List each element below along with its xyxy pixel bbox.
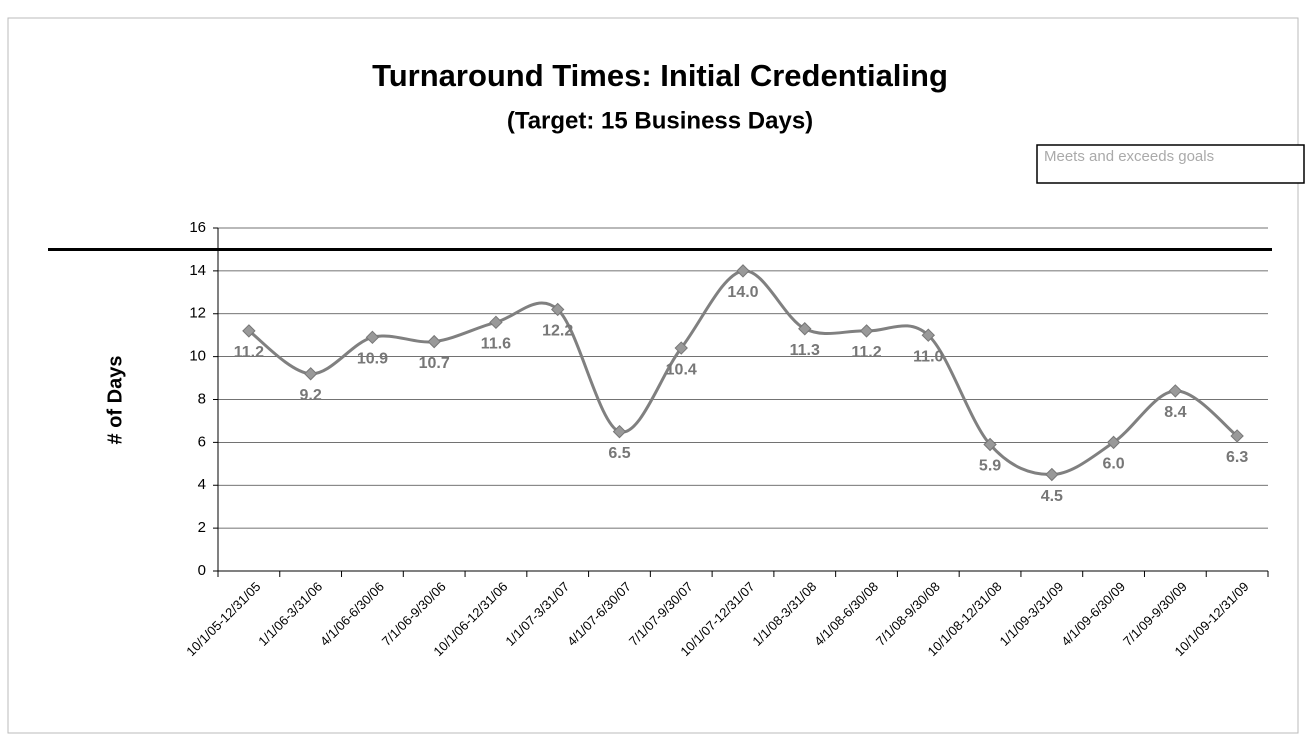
data-label: 10.9 [357, 351, 388, 368]
data-label: 12.2 [542, 323, 573, 340]
x-tick-label: 1/1/09-3/31/09 [996, 579, 1066, 649]
marker [612, 424, 627, 439]
data-label: 11.2 [234, 344, 264, 361]
marker [550, 302, 565, 317]
x-tick-label: 1/1/07-3/31/07 [502, 579, 572, 649]
data-label: 6.3 [1226, 449, 1248, 466]
marker [1106, 435, 1121, 450]
y-tick-label: 2 [198, 519, 206, 536]
marker [489, 315, 503, 330]
marker [1168, 384, 1183, 398]
marker [736, 264, 750, 278]
y-tick-label: 8 [198, 390, 206, 407]
data-label: 11.2 [851, 344, 881, 361]
data-label: 6.5 [608, 445, 630, 462]
annotation: Meets and exceeds goals [1044, 148, 1214, 165]
data-label: 11.6 [481, 336, 511, 353]
chart-title: Turnaround Times: Initial Credentialing [372, 58, 948, 93]
annotation-box [1036, 144, 1305, 184]
data-label: 8.4 [1164, 404, 1186, 421]
y-tick-label: 6 [198, 433, 206, 450]
marker [674, 341, 688, 355]
x-tick-label: 1/1/08-3/31/08 [749, 579, 819, 649]
x-tick-label: 4/1/07-6/30/07 [564, 579, 634, 649]
data-label: 4.5 [1041, 488, 1063, 505]
marker [921, 328, 936, 342]
data-label: 10.4 [666, 361, 697, 378]
y-tick-label: 4 [198, 476, 206, 493]
frame [7, 17, 1299, 734]
y-axis-label: # of Days [104, 356, 126, 445]
y-tick-label: 12 [189, 305, 206, 322]
data-line [247, 269, 1239, 477]
y-tick-label: 14 [189, 262, 206, 279]
y-tick-label: 0 [198, 562, 206, 579]
x-tick-label: 7/1/07-9/30/07 [626, 579, 696, 649]
data-label: 9.2 [300, 387, 322, 404]
x-tick-label: 7/1/08-9/30/08 [873, 579, 943, 649]
marker [303, 367, 318, 381]
x-tick-label: 10/1/05-12/31/05 [183, 579, 263, 659]
data-label: 10.7 [419, 355, 450, 372]
y-tick-label: 10 [189, 348, 206, 365]
data-label: 11.3 [790, 342, 820, 359]
x-tick-label: 4/1/06-6/30/06 [317, 579, 387, 649]
data-label: 6.0 [1102, 456, 1124, 473]
x-tick-label: 7/1/09-9/30/09 [1120, 579, 1190, 649]
chart-subtitle: (Target: 15 Business Days) [507, 107, 813, 134]
marker [798, 322, 812, 336]
data-label: 11.0 [913, 348, 943, 365]
data-label: 5.9 [979, 458, 1001, 475]
data-label: 14.0 [727, 284, 758, 301]
x-tick-label: 1/1/06-3/31/06 [255, 579, 325, 649]
x-tick-label: 4/1/09-6/30/09 [1058, 579, 1128, 649]
marker [242, 324, 256, 338]
marker [1230, 429, 1244, 443]
x-tick-label: 7/1/06-9/30/06 [379, 579, 449, 649]
marker [365, 330, 380, 345]
x-tick-label: 4/1/08-6/30/08 [811, 579, 881, 649]
y-tick-label: 16 [189, 219, 206, 236]
marker [859, 324, 874, 338]
marker [1045, 467, 1059, 482]
marker [983, 437, 997, 452]
marker [427, 334, 441, 349]
